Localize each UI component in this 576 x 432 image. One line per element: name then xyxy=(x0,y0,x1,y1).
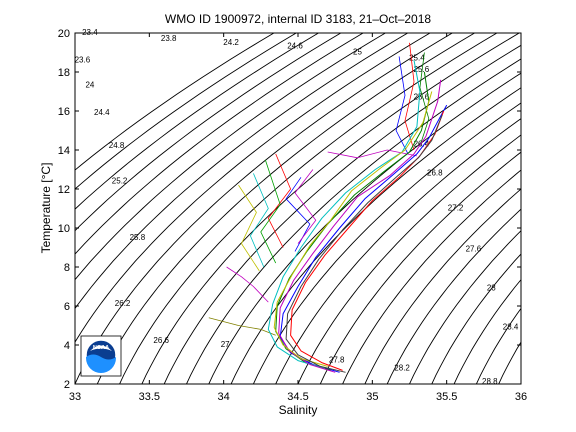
x-tick-label: 35 xyxy=(366,391,378,403)
chart-title: WMO ID 1900972, internal ID 3183, 21–Oct… xyxy=(165,12,431,26)
ts-profile xyxy=(250,173,269,268)
x-tick-label: 35.5 xyxy=(436,391,457,403)
ts-profile xyxy=(226,266,269,303)
y-tick-label: 18 xyxy=(58,67,70,79)
ts-profile xyxy=(273,91,433,367)
density-contour xyxy=(75,33,342,232)
ts-profile xyxy=(238,184,260,272)
density-contour xyxy=(252,102,521,384)
x-tick-label: 34.5 xyxy=(287,391,308,403)
density-contour xyxy=(431,253,521,384)
contour-label: 25 xyxy=(353,48,362,57)
contour-label: 25.8 xyxy=(130,233,146,242)
density-contour xyxy=(186,58,521,384)
contour-label: 23.6 xyxy=(75,55,91,64)
ts-profile xyxy=(327,149,417,159)
ts-profile xyxy=(267,60,421,369)
density-contour xyxy=(75,33,386,281)
contour-label: 25.2 xyxy=(112,176,128,185)
density-contour xyxy=(364,188,521,384)
logo-text: NOAA xyxy=(93,345,109,351)
contour-label: 24.2 xyxy=(223,38,239,47)
y-tick-label: 10 xyxy=(58,223,70,235)
ts-profile xyxy=(208,317,276,336)
contour-label: 24.4 xyxy=(94,108,110,117)
x-tick-label: 33.5 xyxy=(139,391,160,403)
contour-label: 26.8 xyxy=(427,169,443,178)
contour-label: 25.6 xyxy=(414,65,430,74)
ts-profile xyxy=(285,114,443,373)
y-tick-label: 14 xyxy=(58,145,70,157)
ts-profile xyxy=(260,159,281,264)
contour-label: 28.4 xyxy=(503,323,519,332)
density-contour xyxy=(96,33,475,384)
density-contour xyxy=(208,72,521,384)
contour-label: 25.4 xyxy=(409,54,425,63)
density-contour xyxy=(141,33,520,384)
density-contour xyxy=(75,33,431,343)
density-contour xyxy=(409,230,521,384)
contour-label: 26.4 xyxy=(414,139,430,148)
contour-label: 28.8 xyxy=(482,377,498,386)
density-contour xyxy=(75,33,319,210)
ts-profile xyxy=(404,42,415,151)
plot-area: 23.423.8 24.2 24.62525.425.625.626.426.827… xyxy=(58,28,527,403)
contour-label: 24.8 xyxy=(109,141,125,150)
y-tick-label: 16 xyxy=(58,106,70,118)
contour-label: 25.6 xyxy=(414,93,430,102)
ts-profile xyxy=(419,52,430,147)
contour-label: 24 xyxy=(85,81,94,90)
density-contour xyxy=(75,33,364,255)
contour-label: 28 xyxy=(487,284,496,293)
ts-profile xyxy=(395,56,409,155)
y-tick-label: 12 xyxy=(58,184,70,196)
density-contour xyxy=(75,33,408,310)
density-contour xyxy=(75,33,297,190)
profiles xyxy=(208,42,448,373)
density-contour xyxy=(386,208,521,384)
density-contour xyxy=(342,169,521,384)
y-tick-label: 2 xyxy=(64,379,70,391)
y-tick-label: 8 xyxy=(64,262,70,274)
contour-label: 28.2 xyxy=(394,364,410,373)
contour-label: 23.8 xyxy=(161,34,177,43)
ts-profile xyxy=(294,169,317,244)
y-tick-label: 4 xyxy=(64,340,70,352)
logo-wave xyxy=(86,354,116,373)
contour-label: 26.6 xyxy=(153,336,169,345)
y-tick-label: 20 xyxy=(58,28,70,40)
contour-label: 26.2 xyxy=(115,299,131,308)
density-contour xyxy=(75,33,275,171)
contour-label: 27.6 xyxy=(466,245,482,254)
density-contour xyxy=(453,278,521,384)
contour-label: 27 xyxy=(221,340,230,349)
density-contour xyxy=(163,44,521,384)
contour-label: 27.2 xyxy=(448,204,464,213)
noaa-logo: NOAA xyxy=(80,335,122,377)
x-tick-label: 33 xyxy=(69,391,81,403)
density-contour xyxy=(275,118,521,384)
y-tick-label: 6 xyxy=(64,301,70,313)
x-axis: 33 33.5 34 34.5 35 35.5 36 xyxy=(69,33,527,403)
contour-label: 24.6 xyxy=(287,42,303,51)
plot-background xyxy=(75,33,521,384)
density-contour xyxy=(75,33,453,384)
density-contour xyxy=(475,307,521,384)
y-axis-label: Temperature [°C] xyxy=(39,163,53,254)
contour-label: 27.8 xyxy=(329,356,345,365)
x-tick-label: 36 xyxy=(515,391,527,403)
ts-profile xyxy=(267,153,291,248)
density-contour xyxy=(319,151,521,384)
x-axis-label: Salinity xyxy=(279,403,318,417)
logo-bird xyxy=(90,345,112,351)
density-contour xyxy=(297,134,521,384)
x-tick-label: 34 xyxy=(218,391,230,403)
